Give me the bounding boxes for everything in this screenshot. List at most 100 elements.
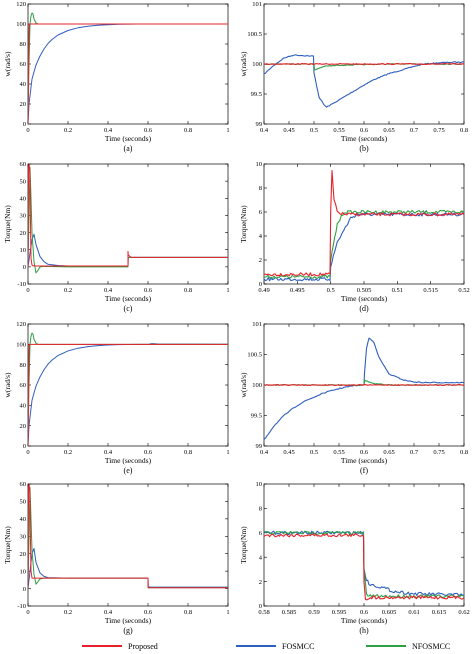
y-axis-label: w(rad/s)	[3, 372, 12, 397]
x-tick-label: 0.5	[327, 287, 335, 294]
x-tick-label: 0.45	[283, 127, 294, 134]
y-axis-label: Torque(Nm)	[3, 205, 12, 243]
x-tick-label: 0.8	[460, 449, 468, 456]
x-tick-label: 0.615	[432, 609, 447, 616]
y-axis-label: Torque(Nm)	[239, 526, 248, 564]
legend-label-proposed: Proposed	[128, 642, 158, 651]
x-axis-label: Time (seconds)	[105, 134, 152, 143]
x-axis-label: Time (seconds)	[341, 456, 388, 465]
x-tick-label: 0.6	[360, 609, 369, 616]
x-axis-label: Time (seconds)	[341, 134, 388, 143]
series-line-proposed	[264, 63, 464, 65]
x-tick-label: 0.65	[383, 449, 394, 456]
y-tick-label: 100	[252, 382, 262, 389]
x-tick-label: 0.505	[357, 287, 372, 294]
y-tick-label: 60	[20, 61, 27, 68]
y-tick-label: 60	[20, 382, 27, 389]
y-tick-label: 50	[20, 178, 27, 185]
y-tick-label: 0	[259, 281, 262, 288]
y-tick-label: 6	[259, 530, 263, 537]
plot-frame	[263, 163, 465, 285]
x-tick-label: 0.51	[392, 287, 403, 294]
x-tick-label: 0.4	[104, 449, 113, 456]
x-tick-label: 0.605	[382, 609, 397, 616]
y-tick-label: 99	[256, 121, 263, 128]
series-line-proposed	[28, 343, 228, 446]
x-tick-label: 0.2	[64, 127, 72, 134]
panel-a: 0 0.2 0.4 0.6 0.8 1 0 20 40 60 80 100 120 Time (secon…	[3, 1, 230, 153]
x-tick-label: 0.52	[458, 287, 469, 294]
series-group	[264, 54, 464, 108]
x-tick-label: 0	[26, 127, 29, 134]
y-tick-label: 20	[20, 230, 27, 237]
x-tick-label: 0.8	[184, 449, 192, 456]
x-tick-label: 0.4	[104, 287, 113, 294]
series-line-fosmcc	[264, 337, 464, 440]
y-tick-label: 120	[16, 1, 26, 8]
x-tick-label: 1	[226, 287, 229, 294]
x-tick-label: 0.4	[260, 127, 269, 134]
series-group	[28, 12, 228, 124]
x-tick-label: 0.2	[64, 609, 72, 616]
x-tick-label: 0.61	[408, 609, 419, 616]
x-tick-label: 0.7	[410, 127, 419, 134]
series-group	[264, 337, 464, 440]
series-line-nfosmcc	[264, 209, 464, 279]
x-axis-label: Time (seconds)	[105, 456, 152, 465]
y-axis-label: Torque(Nm)	[239, 205, 248, 243]
x-tick-label: 0.5	[310, 127, 318, 134]
series-group	[264, 170, 464, 282]
x-tick-label: 0.62	[458, 609, 469, 616]
x-tick-label: 0.495	[290, 287, 305, 294]
y-axis-label: Torque(Nm)	[3, 526, 12, 564]
panel-label: (g)	[123, 626, 133, 635]
y-tick-label: 60	[20, 481, 27, 488]
series-line-proposed	[264, 384, 464, 386]
y-tick-label: 101	[252, 1, 262, 8]
x-tick-label: 0.6	[360, 449, 369, 456]
y-tick-label: 4	[259, 233, 263, 240]
series-line-proposed	[28, 23, 228, 124]
series-group	[264, 530, 464, 601]
x-axis-label: Time (seconds)	[105, 616, 152, 625]
series-line-proposed	[264, 533, 464, 601]
y-tick-label: 40	[20, 195, 27, 202]
y-tick-label: 2	[259, 579, 262, 586]
x-tick-label: 0.4	[104, 127, 113, 134]
series-line-proposed	[28, 484, 228, 589]
panel-label: (b)	[359, 144, 369, 153]
x-tick-label: 0.55	[333, 127, 344, 134]
panel-label: (c)	[124, 304, 133, 313]
x-tick-label: 0.58	[258, 609, 269, 616]
y-tick-label: 120	[16, 321, 26, 328]
x-tick-label: 1	[226, 127, 229, 134]
y-tick-label: 2	[259, 257, 262, 264]
x-tick-label: 0.7	[410, 449, 419, 456]
y-tick-label: 30	[20, 213, 27, 220]
y-tick-label: 10	[256, 161, 263, 168]
y-tick-label: 100.5	[247, 352, 262, 359]
x-tick-label: 0.2	[64, 449, 72, 456]
series-group	[28, 164, 228, 274]
panel-label: (e)	[124, 466, 133, 475]
y-tick-label: 10	[20, 568, 27, 575]
y-tick-label: 80	[20, 41, 27, 48]
y-tick-label: 20	[20, 101, 27, 108]
y-tick-label: 100	[252, 61, 262, 68]
panel-b: 0.4 0.45 0.5 0.55 0.6 0.65 0.7 0.75 0.8 99 99.5 100…	[239, 1, 468, 153]
panel-label: (d)	[359, 304, 369, 313]
x-tick-label: 0.75	[433, 127, 444, 134]
x-tick-label: 0	[26, 287, 29, 294]
series-line-proposed	[264, 170, 464, 277]
x-tick-label: 0.6	[144, 609, 153, 616]
panel-label: (f)	[360, 466, 368, 475]
y-tick-label: 99.5	[251, 91, 262, 98]
y-tick-label: 100.5	[247, 31, 262, 38]
x-tick-label: 0.2	[64, 287, 72, 294]
x-tick-label: 0	[26, 609, 29, 616]
series-line-proposed	[28, 164, 228, 267]
x-tick-label: 0.5	[310, 449, 318, 456]
